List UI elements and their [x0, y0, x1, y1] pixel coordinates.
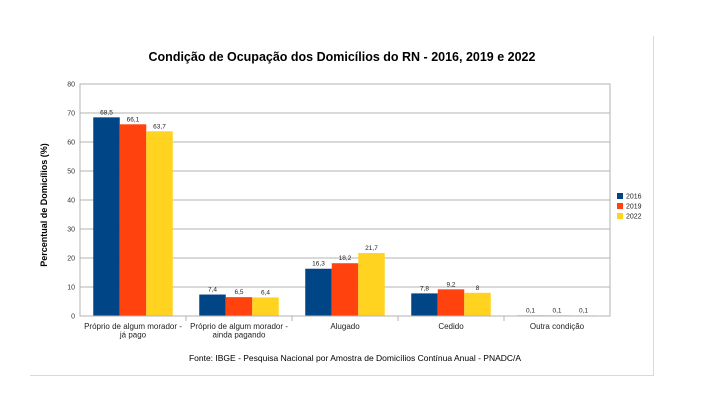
x-category-label: Alugado [330, 322, 360, 331]
y-tick-label: 20 [67, 256, 75, 263]
data-label: 66,1 [127, 116, 140, 123]
legend-swatch [617, 203, 623, 209]
x-category-label: já pago [119, 331, 147, 340]
frame-right-border [653, 36, 654, 376]
chart-title: Condição de Ocupação dos Domicílios do R… [149, 50, 536, 64]
x-category-label: Próprio de algum morador - [84, 322, 182, 331]
x-category-label: Cedido [438, 322, 464, 331]
data-label: 68,5 [100, 109, 113, 116]
bar [305, 268, 332, 316]
y-tick-label: 60 [67, 140, 75, 147]
y-tick-label: 50 [67, 169, 75, 176]
data-label: 0,1 [526, 307, 535, 314]
x-category-label: Próprio de algum morador - [190, 322, 288, 331]
plot-border [79, 83, 611, 317]
bar [464, 292, 491, 316]
y-tick-label: 80 [67, 82, 75, 89]
legend-swatch [617, 193, 623, 199]
data-label: 18,2 [339, 255, 352, 262]
data-label: 63,7 [153, 123, 166, 130]
data-label: 7,4 [208, 287, 217, 294]
data-label: 7,8 [420, 285, 429, 292]
data-label: 0,1 [552, 307, 561, 314]
bar [358, 253, 385, 316]
bar [93, 117, 120, 316]
y-axis-title: Percentual de Domicílios (%) [39, 143, 49, 267]
y-tick-label: 10 [67, 285, 75, 292]
bar [225, 297, 253, 316]
y-tick-label: 30 [67, 227, 75, 234]
legend-label: 2016 [626, 194, 642, 201]
bar [411, 293, 438, 316]
data-label: 16,3 [312, 261, 325, 268]
x-category-label: Outra condição [530, 322, 585, 331]
x-category-label: ainda pagando [213, 331, 266, 340]
data-label: 6,4 [261, 289, 270, 296]
legend: 2016 2019 2022 [617, 193, 642, 221]
bar [252, 297, 279, 316]
bar [199, 294, 226, 316]
y-tick-label: 0 [71, 314, 75, 321]
data-label: 6,5 [234, 289, 243, 296]
data-label: 21,7 [365, 245, 378, 252]
legend-swatch [617, 213, 623, 219]
y-tick-label: 70 [67, 111, 75, 118]
legend-label: 2022 [626, 214, 642, 221]
source-note: Fonte: IBGE - Pesquisa Nacional por Amos… [189, 353, 521, 363]
y-tick-label: 40 [67, 198, 75, 205]
data-label: 9,2 [446, 281, 455, 288]
legend-label: 2019 [626, 204, 642, 211]
data-label: 8 [476, 285, 480, 292]
frame-bottom-border [30, 375, 654, 376]
bar [331, 263, 359, 316]
data-label: 0,1 [579, 307, 588, 314]
bar [119, 124, 147, 316]
bar [437, 289, 465, 316]
bar [146, 131, 173, 316]
